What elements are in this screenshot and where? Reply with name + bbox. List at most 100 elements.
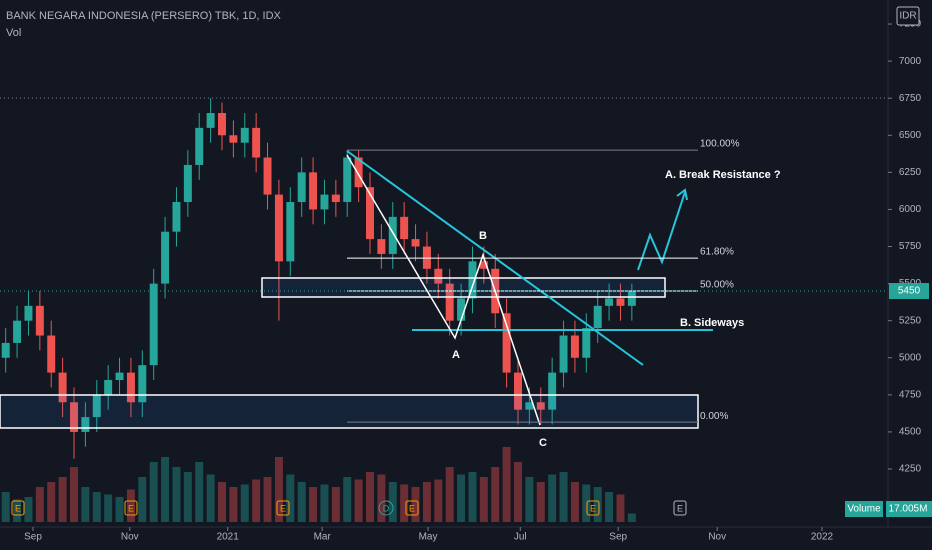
volume-bar xyxy=(388,482,397,522)
x-tick-label: Nov xyxy=(708,532,726,543)
y-tick-label: 5750 xyxy=(899,241,922,252)
candle-body xyxy=(229,135,238,143)
volume-bar xyxy=(13,499,22,522)
candle-body xyxy=(58,372,67,403)
x-tick-label: Sep xyxy=(24,532,42,543)
volume-bar xyxy=(514,462,522,522)
label-a: A xyxy=(452,349,460,361)
volume-badge xyxy=(845,501,883,517)
volume-bar xyxy=(479,477,488,522)
y-tick-label: 6000 xyxy=(899,204,922,215)
volume-badge-label: Volume xyxy=(847,504,881,515)
x-tick-label: Mar xyxy=(314,532,332,543)
candle-body xyxy=(502,313,511,373)
candle-body xyxy=(388,216,397,254)
candle-body xyxy=(206,113,215,128)
arrow-head xyxy=(676,188,688,201)
y-tick-label: 5000 xyxy=(899,352,922,363)
volume-bar xyxy=(92,492,101,522)
candle-body xyxy=(343,157,352,203)
fib-label: 61.80% xyxy=(700,247,734,258)
y-tick-label: 4750 xyxy=(899,389,922,400)
volume-bar xyxy=(627,513,636,522)
candle-body xyxy=(514,372,522,410)
candle-body xyxy=(183,164,192,203)
volume-bar xyxy=(593,487,602,522)
last-price: 5450 xyxy=(898,286,921,297)
volume-bar xyxy=(126,489,135,522)
volume-bar xyxy=(115,497,124,522)
volume-bar xyxy=(354,479,363,522)
volume-bar xyxy=(104,494,113,522)
candle-body xyxy=(35,305,44,336)
candle-body xyxy=(457,298,466,321)
resistance-zone xyxy=(261,277,666,298)
volume-bar xyxy=(47,482,56,522)
candle-body xyxy=(240,127,249,143)
candle-body xyxy=(263,157,272,195)
volume-bar xyxy=(240,484,249,522)
volume-bar xyxy=(331,487,340,522)
volume-bar xyxy=(570,482,579,522)
candle-body xyxy=(195,127,204,165)
event-label: E xyxy=(590,503,596,513)
candle-body xyxy=(81,417,90,432)
candle-body xyxy=(115,372,124,381)
event-marker xyxy=(11,500,25,516)
event-marker xyxy=(673,500,687,516)
candle-body xyxy=(331,194,340,203)
x-tick-label: 2022 xyxy=(811,532,834,543)
x-tick-label: 2021 xyxy=(217,532,240,543)
volume-bar xyxy=(525,477,534,522)
volume-bar xyxy=(195,462,204,522)
y-tick-label: 4500 xyxy=(899,427,922,438)
candle-body xyxy=(24,305,33,321)
candle-body xyxy=(92,394,101,418)
volume-bar xyxy=(457,474,466,522)
y-tick-label: 5250 xyxy=(899,315,922,326)
volume-bar xyxy=(149,462,158,522)
event-label: E xyxy=(15,503,21,513)
candle-body xyxy=(536,402,545,410)
volume-bar xyxy=(582,484,591,522)
volume-bar xyxy=(58,477,67,522)
candle-body xyxy=(138,365,147,403)
label-c: C xyxy=(539,437,547,449)
volume-title: Vol xyxy=(6,27,21,39)
candle-body xyxy=(411,239,420,247)
volume-bar xyxy=(309,487,318,522)
volume-bar xyxy=(263,477,272,522)
volume-bar xyxy=(559,472,568,522)
volume-bar xyxy=(161,457,170,522)
volume-bar xyxy=(434,479,443,522)
candle-body xyxy=(297,172,306,203)
candle-body xyxy=(548,372,557,410)
y-tick-label: 6250 xyxy=(899,167,922,178)
support-zone xyxy=(0,394,699,429)
volume-bar xyxy=(422,482,431,522)
candle-body xyxy=(104,380,113,395)
label-b: B xyxy=(479,230,487,242)
candle-body xyxy=(252,127,261,158)
y-tick-label: 6500 xyxy=(899,130,922,141)
volume-bar xyxy=(536,482,545,522)
x-tick-label: May xyxy=(419,532,438,543)
volume-bar xyxy=(81,487,90,522)
volume-bar xyxy=(24,497,33,522)
volume-bar xyxy=(605,492,614,522)
volume-bar xyxy=(138,477,147,522)
candle-body xyxy=(570,335,579,358)
x-tick-label: Jul xyxy=(514,532,527,543)
candle-body xyxy=(468,261,477,299)
volume-bar xyxy=(320,484,329,522)
volume-bar xyxy=(377,474,386,522)
fib-levels: 100.00% 61.80% 50.00% 0.00% xyxy=(347,139,740,423)
chart-title: BANK NEGARA INDONESIA (PERSERO) TBK, 1D,… xyxy=(6,10,282,22)
candle-body xyxy=(559,335,568,373)
fib-label: 100.00% xyxy=(700,139,740,150)
volume-bar xyxy=(172,467,181,522)
volume-bar xyxy=(400,484,409,522)
currency-badge xyxy=(896,6,920,26)
candle-body xyxy=(605,298,614,306)
